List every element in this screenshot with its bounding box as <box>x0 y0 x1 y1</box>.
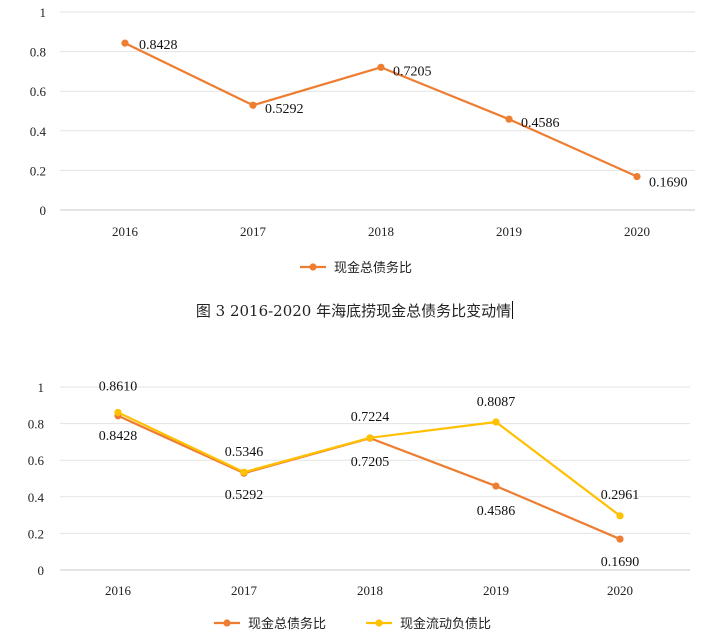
legend-label: 现金总债务比 <box>248 616 326 632</box>
data-label: 0.8428 <box>99 429 138 444</box>
y-tick-label: 0 <box>40 203 47 218</box>
legend-label: 现金流动负债比 <box>400 616 491 632</box>
data-point <box>377 63 385 71</box>
y-tick-label: 0.2 <box>28 526 44 541</box>
x-tick-label: 2020 <box>607 583 633 598</box>
y-tick-label: 1 <box>40 5 47 20</box>
y-tick-label: 0.6 <box>30 84 47 99</box>
legend-marker <box>375 619 383 627</box>
data-point <box>121 39 129 47</box>
y-tick-label: 0.8 <box>28 417 44 432</box>
x-tick-label: 2016 <box>112 224 139 239</box>
x-tick-label: 2018 <box>368 224 394 239</box>
data-label: 0.7224 <box>351 410 390 425</box>
legend-label: 现金总债务比 <box>334 260 412 276</box>
data-label: 0.5292 <box>225 488 264 503</box>
data-label: 0.2961 <box>601 488 640 503</box>
data-point <box>492 482 500 490</box>
data-point <box>249 101 257 109</box>
data-label: 0.5346 <box>225 445 264 460</box>
data-label: 0.8610 <box>99 379 138 394</box>
legend-marker <box>223 619 231 627</box>
series-line <box>116 414 622 541</box>
data-point <box>616 535 624 543</box>
text-cursor <box>512 301 514 319</box>
data-point <box>114 408 122 417</box>
x-tick-label: 2020 <box>624 224 650 239</box>
data-label: 0.4586 <box>477 504 516 519</box>
x-tick-label: 2018 <box>357 583 383 598</box>
data-point <box>366 434 374 442</box>
y-tick-label: 0.4 <box>30 124 47 139</box>
legend-marker <box>309 263 317 271</box>
y-tick-label: 0.8 <box>30 45 46 60</box>
x-tick-label: 2019 <box>496 224 522 239</box>
x-tick-label: 2016 <box>105 583 132 598</box>
chart-2: 0 0.2 0.4 0.6 0.8 1 2016 2017 2018 2019 2020 0.8428… <box>28 379 690 632</box>
y-tick-label: 0.6 <box>28 453 45 468</box>
series-line <box>123 42 639 178</box>
chart-1: 0 0.2 0.4 0.6 0.8 1 2016 2017 2018 2019 2020 0.8428… <box>30 5 695 276</box>
data-point <box>616 512 624 520</box>
caption-text: 图 3 2016-2020 年海底捞现金总债务比变动情 <box>195 302 512 320</box>
x-tick-label: 2017 <box>231 583 258 598</box>
y-tick-label: 0 <box>38 563 45 578</box>
data-label: 0.1690 <box>601 555 640 570</box>
y-tick-label: 0.4 <box>28 490 45 505</box>
x-tick-label: 2019 <box>483 583 509 598</box>
y-tick-label: 0.2 <box>30 163 46 178</box>
data-point <box>492 418 500 426</box>
data-label: 0.1690 <box>649 176 688 191</box>
data-label: 0.8428 <box>139 38 178 53</box>
data-label: 0.5292 <box>265 102 304 117</box>
data-label: 0.7205 <box>393 64 432 79</box>
data-point <box>240 468 248 476</box>
data-point <box>633 172 641 181</box>
data-point <box>505 115 513 123</box>
figure-caption: 图 3 2016-2020 年海底捞现金总债务比变动情 <box>0 300 709 321</box>
y-tick-label: 1 <box>38 380 45 395</box>
data-label: 0.4586 <box>521 116 560 131</box>
data-label: 0.8087 <box>477 395 516 410</box>
x-tick-label: 2017 <box>240 224 267 239</box>
data-label: 0.7205 <box>351 455 390 470</box>
